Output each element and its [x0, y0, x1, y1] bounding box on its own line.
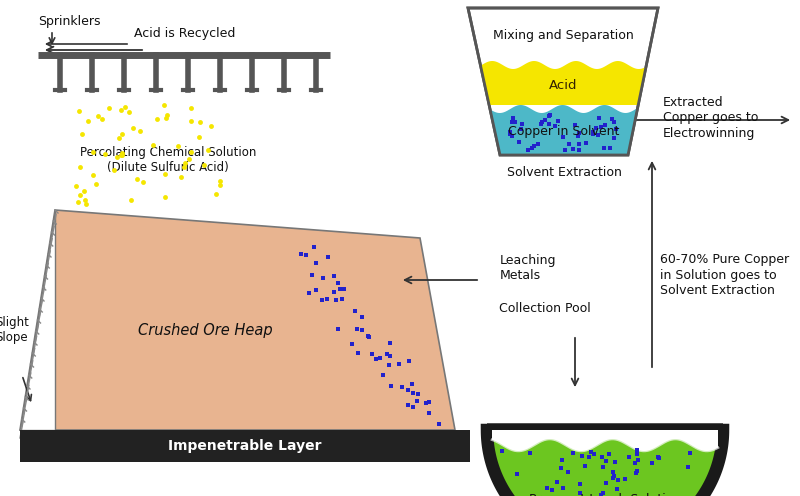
Polygon shape	[468, 8, 658, 155]
Text: Impenetrable Layer: Impenetrable Layer	[168, 439, 322, 453]
Text: Slight
Slope: Slight Slope	[0, 316, 29, 344]
Polygon shape	[487, 430, 723, 496]
Polygon shape	[20, 210, 55, 430]
Bar	[20, 430, 470, 462]
Text: Pregnant Leach Solution: Pregnant Leach Solution	[529, 494, 681, 496]
Polygon shape	[482, 61, 646, 105]
Polygon shape	[20, 210, 455, 430]
Text: Acid is Recycled: Acid is Recycled	[134, 26, 236, 40]
Text: Collection Pool: Collection Pool	[499, 302, 591, 314]
Text: Leaching
Metals: Leaching Metals	[500, 254, 557, 282]
Text: Crushed Ore Heap: Crushed Ore Heap	[138, 322, 272, 337]
Text: Percolating Chemical Solution
(Dilute Sulfuric Acid): Percolating Chemical Solution (Dilute Su…	[80, 146, 256, 174]
Polygon shape	[492, 430, 718, 451]
Text: 60-70% Pure Copper
in Solution goes to
Solvent Extraction: 60-70% Pure Copper in Solution goes to S…	[660, 253, 789, 297]
Text: Sprinklers: Sprinklers	[38, 15, 101, 28]
Polygon shape	[491, 105, 636, 154]
Text: Copper in Solvent: Copper in Solvent	[508, 125, 619, 138]
Text: Acid: Acid	[549, 79, 578, 92]
Text: Extracted
Copper goes to
Electrowinning: Extracted Copper goes to Electrowinning	[663, 97, 758, 139]
Text: Mixing and Separation: Mixing and Separation	[493, 28, 634, 42]
Text: Solvent Extraction: Solvent Extraction	[506, 167, 622, 180]
